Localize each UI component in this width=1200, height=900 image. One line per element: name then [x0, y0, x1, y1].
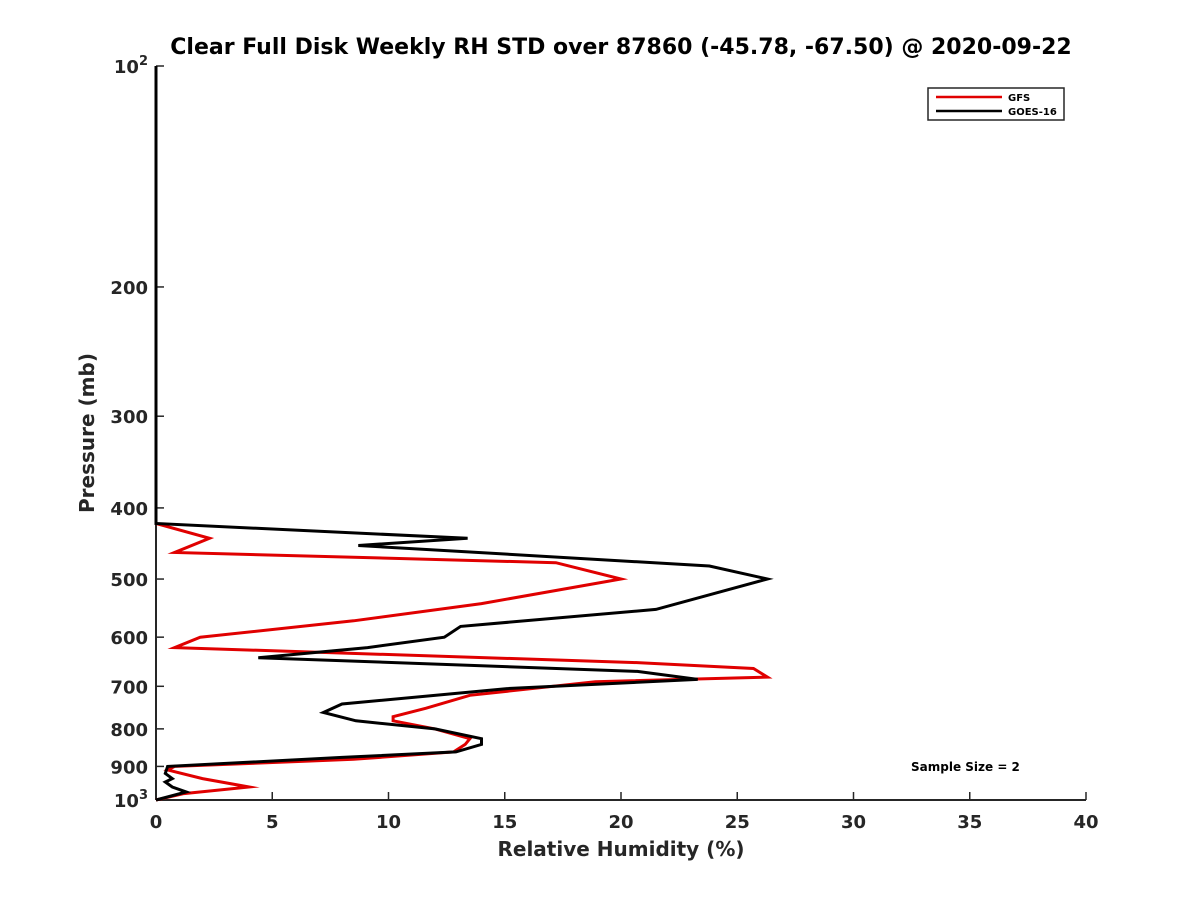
legend-label-goes16: GOES-16	[1008, 107, 1057, 118]
y-tick-label: 600	[110, 628, 148, 649]
x-tick-label: 35	[957, 812, 982, 833]
legend: GFS GOES-16	[927, 87, 1065, 121]
y-tick-label: 300	[110, 407, 148, 428]
series-line-goes16	[154, 66, 774, 802]
x-tick-label: 25	[725, 812, 750, 833]
y-axis-ticks: 102 200 300 400 500 600 700 800 900 103	[110, 54, 164, 812]
sample-size-annotation: Sample Size = 2	[911, 760, 1020, 774]
x-tick-label: 5	[266, 812, 279, 833]
y-tick-label: 500	[110, 570, 148, 591]
y-tick-label: 102	[114, 54, 148, 78]
x-tick-label: 40	[1073, 812, 1098, 833]
chart-title: Clear Full Disk Weekly RH STD over 87860…	[170, 35, 1071, 60]
legend-box	[927, 87, 1065, 121]
y-tick-label: 700	[110, 677, 148, 698]
series-layer	[154, 66, 774, 802]
x-tick-label: 15	[492, 812, 517, 833]
x-axis-label: Relative Humidity (%)	[497, 837, 744, 861]
y-tick-label: 103	[114, 788, 148, 812]
x-tick-label: 10	[376, 812, 401, 833]
y-axis-label: Pressure (mb)	[75, 353, 99, 513]
x-tick-label: 0	[150, 812, 163, 833]
x-tick-label: 20	[608, 812, 633, 833]
x-tick-label: 30	[841, 812, 866, 833]
y-tick-label: 200	[110, 278, 148, 299]
y-tick-label: 900	[110, 757, 148, 778]
y-tick-label: 400	[110, 499, 148, 520]
legend-label-gfs: GFS	[1008, 93, 1030, 104]
x-axis-ticks: 0 5 10 15 20 25 30 35 40	[150, 792, 1099, 833]
y-tick-label: 800	[110, 720, 148, 741]
